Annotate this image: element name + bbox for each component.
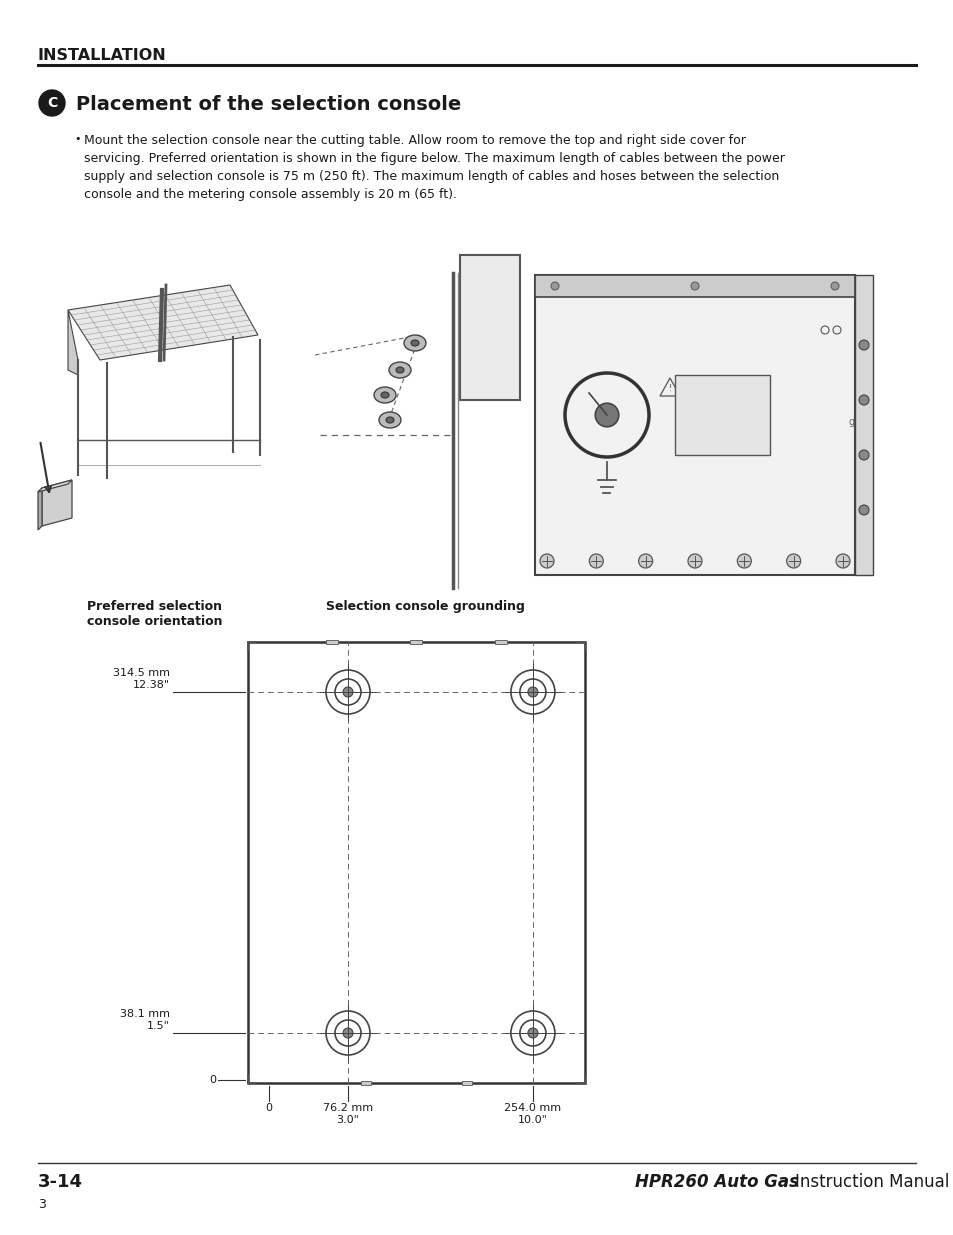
Circle shape [858, 395, 868, 405]
Ellipse shape [389, 362, 411, 378]
Text: 314.5 mm
12.38": 314.5 mm 12.38" [112, 668, 170, 690]
Text: 3-14: 3-14 [38, 1173, 83, 1191]
Circle shape [737, 555, 751, 568]
Ellipse shape [403, 335, 426, 351]
Text: servicing. Preferred orientation is shown in the figure below. The maximum lengt: servicing. Preferred orientation is show… [84, 152, 784, 165]
Circle shape [638, 555, 652, 568]
Text: Preferred selection
console orientation: Preferred selection console orientation [87, 600, 222, 629]
Circle shape [858, 505, 868, 515]
Circle shape [858, 450, 868, 459]
Text: 0: 0 [265, 1103, 272, 1113]
Ellipse shape [378, 412, 400, 429]
Polygon shape [38, 480, 71, 492]
Text: •: • [74, 135, 80, 144]
Ellipse shape [411, 340, 418, 346]
Circle shape [595, 404, 618, 427]
Ellipse shape [386, 417, 394, 424]
Circle shape [551, 282, 558, 290]
Circle shape [343, 1028, 353, 1037]
Bar [410, 640, 422, 643]
Text: Mount the selection console near the cutting table. Allow room to remove the top: Mount the selection console near the cut… [84, 135, 745, 147]
Circle shape [835, 555, 849, 568]
Circle shape [343, 687, 353, 697]
Text: g: g [848, 417, 854, 427]
Polygon shape [38, 488, 42, 530]
Bar [326, 640, 338, 643]
Ellipse shape [380, 391, 389, 398]
Bar [459, 254, 519, 400]
Text: C: C [47, 96, 57, 110]
Bar [360, 1081, 371, 1086]
Bar [248, 642, 584, 1083]
Text: 76.2 mm
3.0": 76.2 mm 3.0" [323, 1103, 373, 1125]
Text: console and the metering console assembly is 20 m (65 ft).: console and the metering console assembl… [84, 188, 456, 201]
Text: 0: 0 [209, 1074, 215, 1086]
Circle shape [830, 282, 838, 290]
Text: Instruction Manual: Instruction Manual [794, 1173, 948, 1191]
Bar [535, 275, 854, 576]
Text: 38.1 mm
1.5": 38.1 mm 1.5" [120, 1009, 170, 1031]
Polygon shape [42, 480, 71, 526]
Circle shape [527, 687, 537, 697]
Circle shape [786, 555, 800, 568]
Polygon shape [68, 310, 78, 375]
Circle shape [589, 555, 602, 568]
Bar [461, 1081, 472, 1086]
Text: 3: 3 [38, 1198, 46, 1212]
Text: Selection console grounding: Selection console grounding [325, 600, 524, 613]
Circle shape [858, 340, 868, 350]
Bar [675, 375, 769, 454]
Text: Placement of the selection console: Placement of the selection console [76, 95, 460, 114]
Bar [854, 275, 872, 576]
Ellipse shape [395, 367, 403, 373]
Circle shape [687, 555, 701, 568]
Circle shape [690, 282, 699, 290]
Circle shape [527, 1028, 537, 1037]
Circle shape [39, 90, 65, 116]
Text: HPR260 Auto Gas: HPR260 Auto Gas [635, 1173, 799, 1191]
Text: !: ! [668, 384, 671, 393]
Polygon shape [68, 285, 257, 359]
Text: supply and selection console is 75 m (250 ft). The maximum length of cables and : supply and selection console is 75 m (25… [84, 170, 779, 183]
Circle shape [539, 555, 554, 568]
Bar [535, 275, 854, 296]
Ellipse shape [374, 387, 395, 403]
Text: 254.0 mm
10.0": 254.0 mm 10.0" [504, 1103, 561, 1125]
Bar [495, 640, 506, 643]
Text: INSTALLATION: INSTALLATION [38, 48, 167, 63]
